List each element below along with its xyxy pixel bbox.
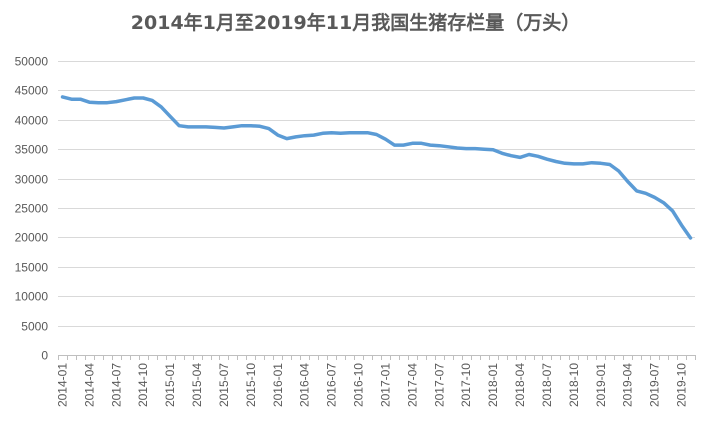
x-tick-label: 2016-07 (325, 363, 339, 407)
x-tick-label: 2016-10 (352, 363, 366, 407)
x-tick-label: 2018-04 (513, 363, 527, 407)
x-tick-label: 2019-07 (648, 363, 662, 407)
x-tick-label: 2018-07 (540, 363, 554, 407)
y-tick-label: 40000 (15, 114, 49, 128)
x-tick-label: 2014-07 (109, 363, 123, 407)
x-tick-label: 2014-04 (82, 363, 96, 407)
x-tick-label: 2015-04 (190, 363, 204, 407)
x-tick-label: 2018-10 (567, 363, 581, 407)
y-tick-label: 0 (41, 349, 48, 363)
x-tick-label: 2019-04 (621, 363, 635, 407)
y-tick-label: 50000 (15, 55, 49, 69)
y-tick-label: 35000 (15, 143, 49, 157)
y-tick-label: 45000 (15, 84, 49, 98)
x-tick-label: 2019-01 (594, 363, 608, 407)
x-tick-label: 2015-10 (244, 363, 258, 407)
x-tick-label: 2015-01 (163, 363, 177, 407)
x-tick-label: 2014-01 (55, 363, 69, 407)
x-tick-label: 2016-04 (298, 363, 312, 407)
x-tick-label: 2019-10 (675, 363, 689, 407)
y-tick-label: 25000 (15, 202, 49, 216)
y-tick-label: 30000 (15, 173, 49, 187)
y-tick-label: 5000 (21, 320, 48, 334)
x-tick-label: 2017-01 (378, 363, 392, 407)
series-line (60, 95, 693, 240)
chart-title: 2014年1月至2019年11月我国生猪存栏量（万头） (130, 12, 581, 34)
y-tick-label: 10000 (15, 290, 49, 304)
x-tick-label: 2016-01 (271, 363, 285, 407)
x-tick-label: 2014-10 (136, 363, 150, 407)
x-tick-label: 2017-07 (432, 363, 446, 407)
y-tick-label: 20000 (15, 231, 49, 245)
x-tick-label: 2015-07 (217, 363, 231, 407)
x-tick-label: 2017-04 (405, 363, 419, 407)
x-tick-label: 2018-01 (486, 363, 500, 407)
x-tick-label: 2017-10 (459, 363, 473, 407)
y-tick-label: 15000 (15, 261, 49, 275)
